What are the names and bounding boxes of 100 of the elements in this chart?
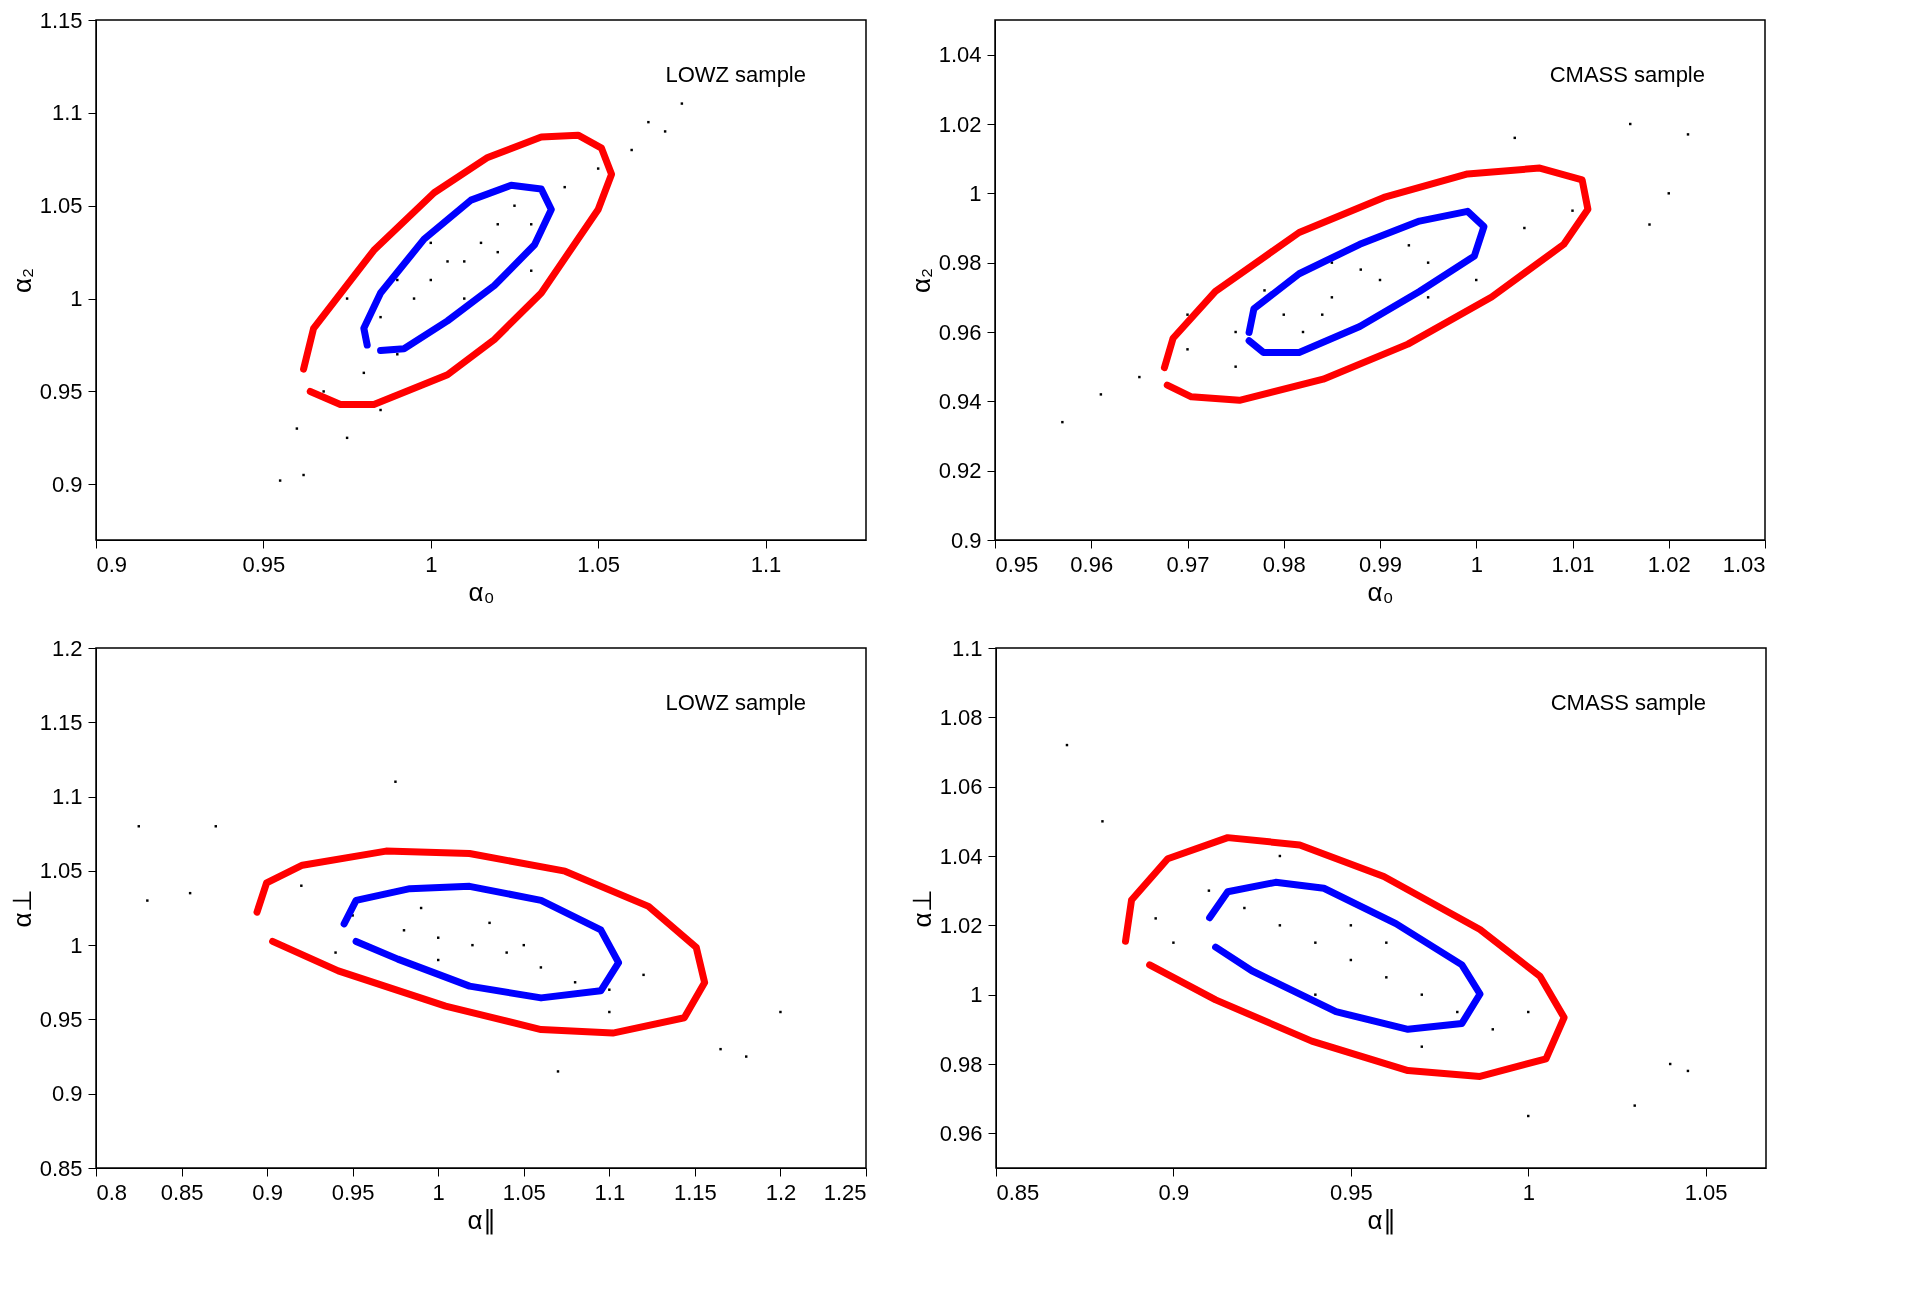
point <box>412 297 416 300</box>
x-tick-label: 0.85 <box>996 1179 1040 1205</box>
x-tick-label: 0.99 <box>1359 551 1402 577</box>
y-tick-label: 1.05 <box>39 858 83 884</box>
point <box>1420 1045 1424 1048</box>
point <box>1385 976 1388 979</box>
point <box>496 223 499 226</box>
point <box>379 315 382 319</box>
point <box>1243 906 1246 910</box>
x-tick-label: 0.96 <box>1070 551 1114 577</box>
annotation: CMASS sample <box>1549 62 1705 87</box>
point <box>334 951 337 954</box>
x-axis-title: α∥ <box>1367 1204 1396 1235</box>
y-tick-label: 1.08 <box>939 704 983 730</box>
point <box>396 278 399 282</box>
x-tick-label: 1.05 <box>502 1179 546 1205</box>
y-tick-label: 1.1 <box>51 784 83 810</box>
point <box>1172 941 1175 944</box>
y-tick-label: 0.92 <box>938 458 982 484</box>
point <box>394 780 397 783</box>
x-tick-label: 1 <box>432 1179 445 1205</box>
point <box>402 929 406 932</box>
point <box>608 1010 611 1014</box>
x-tick-label: 1.05 <box>577 551 621 577</box>
x-tick-label: 0.9 <box>252 1179 283 1205</box>
point <box>1420 993 1424 996</box>
point <box>745 1055 748 1058</box>
y-tick-label: 0.98 <box>938 250 982 276</box>
point <box>488 921 491 925</box>
annotation: LOWZ sample <box>665 62 806 87</box>
annotation: LOWZ sample <box>665 690 806 715</box>
point <box>1154 917 1157 920</box>
x-tick-label: 1.15 <box>673 1179 717 1205</box>
x-tick-label: 0.98 <box>1262 551 1306 577</box>
point <box>513 204 516 207</box>
point <box>137 825 140 828</box>
point <box>1207 889 1211 892</box>
point <box>608 988 611 991</box>
y-tick-label: 0.9 <box>51 471 83 497</box>
point <box>322 390 325 393</box>
point <box>1633 1104 1636 1107</box>
y-axis-title: α⊥ <box>6 889 37 928</box>
y-tick-label: 1.04 <box>938 42 982 68</box>
y-tick-label: 1.04 <box>939 843 983 869</box>
point <box>680 102 684 105</box>
y-tick-label: 0.95 <box>39 378 83 404</box>
point <box>630 148 633 152</box>
point <box>396 353 399 356</box>
x-tick-label: 0.9 <box>1158 1179 1190 1205</box>
y-tick-label: 1.02 <box>939 912 983 938</box>
x-tick-label: 1 <box>1522 1179 1535 1205</box>
y-tick-label: 1.2 <box>51 635 83 661</box>
point <box>1385 941 1388 944</box>
x-tick-label: 1.03 <box>1722 551 1766 577</box>
point <box>463 260 466 263</box>
x-tick-label: 0.85 <box>160 1179 204 1205</box>
y-tick-label: 0.9 <box>51 1081 83 1107</box>
point <box>1491 1028 1494 1031</box>
point <box>539 966 543 969</box>
x-tick-label: 1.02 <box>1647 551 1691 577</box>
y-tick-label: 1 <box>970 982 983 1008</box>
point <box>779 1010 782 1014</box>
x-tick-label: 1.1 <box>594 1179 626 1205</box>
x-tick-label: 0.95 <box>331 1179 375 1205</box>
point <box>446 260 449 263</box>
y-axis-title: α₂ <box>905 267 936 294</box>
x-tick-label: 1.25 <box>823 1179 867 1205</box>
point <box>556 1070 560 1073</box>
point <box>647 120 650 124</box>
y-tick-label: 1.1 <box>951 635 983 661</box>
y-axis-title: α⊥ <box>906 889 937 928</box>
x-axis-title: α₀ <box>1367 576 1394 607</box>
point <box>573 981 577 984</box>
x-tick-label: 0.97 <box>1166 551 1210 577</box>
point <box>471 943 474 947</box>
point <box>463 297 466 300</box>
x-tick-label: 0.9 <box>96 551 128 577</box>
point <box>663 130 667 133</box>
x-tick-label: 1.1 <box>750 551 782 577</box>
point <box>563 185 566 189</box>
point <box>642 973 645 977</box>
point <box>1456 1010 1459 1014</box>
point <box>146 899 149 902</box>
point <box>300 884 303 887</box>
point <box>1101 820 1104 823</box>
x-tick-label: 0.8 <box>96 1179 128 1205</box>
y-tick-label: 1.15 <box>39 709 83 735</box>
point <box>214 825 217 828</box>
annotation: CMASS sample <box>1550 690 1706 715</box>
point <box>719 1047 722 1051</box>
y-tick-label: 1.02 <box>938 111 982 137</box>
y-tick-label: 0.9 <box>950 527 982 553</box>
y-tick-label: 0.95 <box>39 1006 83 1032</box>
x-tick-label: 1.01 <box>1551 551 1595 577</box>
point <box>505 951 508 954</box>
y-tick-label: 0.85 <box>39 1155 83 1181</box>
x-tick-label: 0.95 <box>1329 1179 1373 1205</box>
x-axis-title: α₀ <box>468 576 495 607</box>
y-tick-label: 1.06 <box>939 774 983 800</box>
x-tick-label: 1 <box>425 551 438 577</box>
